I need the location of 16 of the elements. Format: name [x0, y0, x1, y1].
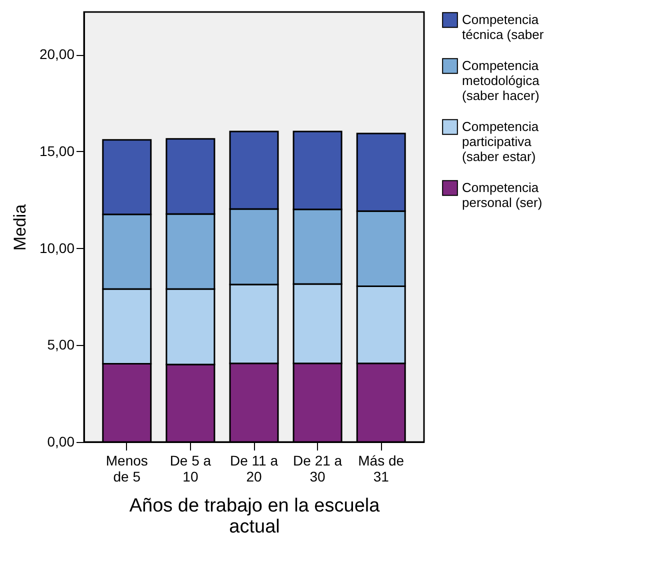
y-tick-label: 15,00 [39, 142, 75, 159]
y-tick-label: 5,00 [47, 336, 75, 353]
x-tick-label: De 21 a 30 [293, 452, 342, 484]
legend-label: Competencia metodológica (saber hacer) [462, 58, 540, 103]
y-tick-label: 20,00 [39, 46, 75, 62]
x-tick-label: Más de 31 [358, 452, 404, 484]
x-axis-title: Años de trabajo en la escuela actual [129, 496, 380, 538]
y-tick-label: 10,00 [39, 240, 75, 256]
legend-label: Competencia participativa (saber estar) [462, 119, 540, 164]
x-tick-label: De 11 a 20 [230, 452, 278, 484]
y-axis-title: Media [10, 204, 30, 251]
y-tick-label: 0,00 [47, 434, 75, 450]
x-tick-label: Menos de 5 [106, 452, 148, 484]
legend-label: Competencia personal (ser) [462, 180, 542, 210]
x-tick-label: De 5 a 10 [170, 452, 212, 484]
legend-label: Competencia técnica (saber [462, 12, 544, 42]
